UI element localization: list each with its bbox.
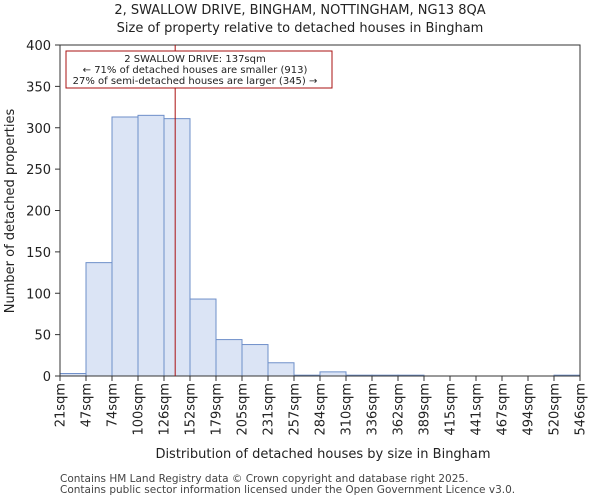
x-tick-label: 74sqm xyxy=(106,383,121,427)
bar-205sqm xyxy=(241,344,269,377)
y-tick-label: 50 xyxy=(34,329,51,344)
x-tick-label: 520sqm xyxy=(548,383,563,436)
bar-284sqm xyxy=(319,371,347,377)
annotation-frame xyxy=(65,50,333,89)
annotation-smaller: ← 71% of detached houses are smaller (91… xyxy=(83,65,308,76)
plot-frame xyxy=(59,44,581,377)
footer-line-2: Contains public sector information licen… xyxy=(60,484,516,496)
y-axis-ticks: 0 50 100 150 200 250 300 350 400 xyxy=(26,39,60,385)
bar-47sqm xyxy=(85,262,113,377)
x-tick-label: 21sqm xyxy=(54,383,69,427)
bars-group xyxy=(59,114,581,377)
x-tick-label: 231sqm xyxy=(262,383,277,436)
y-tick-label: 400 xyxy=(26,39,51,54)
x-axis-ticks: 21sqm 47sqm 74sqm 100sqm 126sqm 152sqm 179sqm 2… xyxy=(54,376,589,436)
bar-74sqm xyxy=(111,116,139,377)
y-tick-label: 150 xyxy=(26,246,51,261)
x-tick-label: 179sqm xyxy=(210,383,225,436)
x-tick-label: 100sqm xyxy=(132,383,147,436)
x-tick-label: 205sqm xyxy=(236,383,251,436)
footer-line-1: Contains HM Land Registry data © Crown c… xyxy=(60,473,469,485)
bar-126sqm xyxy=(163,118,191,377)
x-axis-label: Distribution of detached houses by size … xyxy=(155,447,490,462)
x-tick-label: 152sqm xyxy=(184,383,199,436)
x-tick-label: 310sqm xyxy=(340,383,355,436)
x-tick-label: 467sqm xyxy=(496,383,511,436)
annotation-box: 2 SWALLOW DRIVE: 137sqm ← 71% of detache… xyxy=(65,50,333,89)
x-tick-label: 389sqm xyxy=(418,383,433,436)
annotation-label: 2 SWALLOW DRIVE: 137sqm xyxy=(124,54,265,65)
x-tick-label: 336sqm xyxy=(366,383,381,436)
bar-231sqm xyxy=(267,362,295,377)
y-tick-label: 300 xyxy=(26,122,51,137)
x-tick-label: 126sqm xyxy=(158,383,173,436)
x-tick-label: 546sqm xyxy=(574,383,589,436)
bar-179sqm xyxy=(215,339,243,377)
x-tick-label: 441sqm xyxy=(470,383,485,436)
annotation-larger: 27% of semi-detached houses are larger (… xyxy=(73,76,318,87)
x-tick-label: 362sqm xyxy=(392,383,407,436)
y-tick-label: 200 xyxy=(26,205,51,220)
bar-152sqm xyxy=(189,298,217,377)
y-tick-label: 100 xyxy=(26,287,51,302)
y-tick-label: 350 xyxy=(26,80,51,95)
bar-100sqm xyxy=(137,114,165,377)
chart-title: 2, SWALLOW DRIVE, BINGHAM, NOTTINGHAM, N… xyxy=(114,3,485,18)
chart-subtitle: Size of property relative to detached ho… xyxy=(117,21,484,36)
x-tick-label: 415sqm xyxy=(444,383,459,436)
x-tick-label: 494sqm xyxy=(522,383,537,436)
x-tick-label: 47sqm xyxy=(80,383,95,427)
x-tick-label: 257sqm xyxy=(288,383,303,436)
y-tick-label: 0 xyxy=(43,370,51,385)
y-axis-label: Number of detached properties xyxy=(3,109,18,314)
x-tick-label: 284sqm xyxy=(314,383,329,436)
y-tick-label: 250 xyxy=(26,163,51,178)
